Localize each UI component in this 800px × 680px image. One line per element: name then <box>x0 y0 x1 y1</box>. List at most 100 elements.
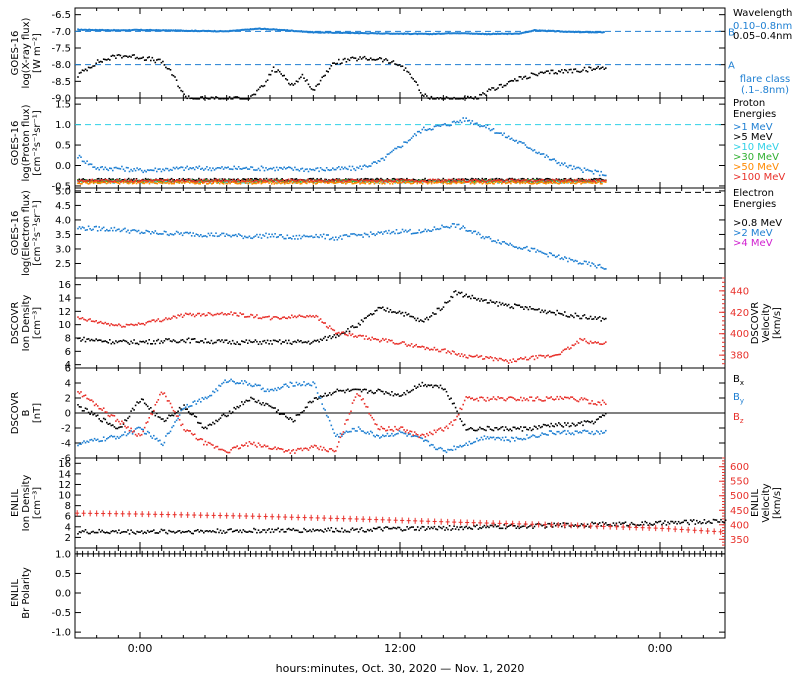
series-point-0.05–0.4nm <box>568 68 571 71</box>
series-point->2 MeV <box>353 233 355 235</box>
series-point->100 MeV <box>400 178 403 181</box>
series-point->30 MeV <box>337 179 339 181</box>
series-point-Bx <box>219 417 222 419</box>
series-point-Ion Density <box>265 342 267 344</box>
series-point-Ion Density <box>503 304 505 306</box>
series-point-Ion Density <box>234 343 237 345</box>
series-point-0.05–0.4nm <box>389 62 392 64</box>
series-point-Velocity <box>197 312 199 315</box>
series-point-0.05–0.4nm <box>432 98 434 100</box>
series-point-Bx <box>222 413 225 416</box>
series-point-Velocity <box>313 316 316 318</box>
series-point->50 MeV <box>126 182 129 185</box>
series-point->50 MeV <box>173 182 175 185</box>
series-point->1 MeV <box>222 168 225 170</box>
series-point->1 MeV <box>382 157 384 160</box>
series-point->30 MeV <box>402 179 404 182</box>
series-point->50 MeV <box>553 180 555 183</box>
series-point->2 MeV <box>245 236 248 239</box>
series-point-Bx <box>263 404 266 407</box>
series-point->1 MeV <box>245 166 248 169</box>
series-point->50 MeV <box>343 181 346 183</box>
series-point-Ion Density <box>523 308 525 310</box>
series-point->1 MeV <box>221 166 223 168</box>
series-point->100 MeV <box>139 180 142 182</box>
series-point->1 MeV <box>468 119 471 122</box>
series-point->100 MeV <box>273 180 276 183</box>
series-point->5 MeV <box>590 178 593 181</box>
series-point->50 MeV <box>87 183 90 185</box>
series-point->100 MeV <box>217 178 220 181</box>
series-point->2 MeV <box>564 256 566 258</box>
series-point->100 MeV <box>161 180 164 182</box>
series-point->10 MeV <box>558 181 560 184</box>
series-point->50 MeV <box>165 182 168 184</box>
series-point->50 MeV <box>521 182 524 184</box>
series-point-0.05–0.4nm <box>423 95 425 97</box>
series-point-Bx <box>291 418 293 421</box>
series-point-Ion Density <box>457 291 460 294</box>
series-point-By <box>426 439 428 442</box>
series-point-By <box>574 430 577 432</box>
series-point->100 MeV <box>436 180 438 183</box>
series-point-Velocity <box>233 312 235 314</box>
series-point->1 MeV <box>313 169 316 172</box>
series-point-Ion Density <box>492 301 495 303</box>
series-point-Ion Density <box>134 342 137 345</box>
series-point->30 MeV <box>135 180 138 182</box>
series-point->50 MeV <box>312 182 315 185</box>
series-point-Bx <box>172 414 175 417</box>
series-point-Velocity <box>140 322 143 325</box>
series-point-Velocity <box>291 314 293 317</box>
series-point-Velocity <box>550 355 552 358</box>
series-point-Velocity <box>339 333 342 335</box>
series-point-By <box>598 433 601 435</box>
series-point->100 MeV <box>118 180 121 183</box>
series-point-Bx <box>218 418 220 421</box>
series-point-0.05–0.4nm <box>369 57 372 59</box>
series-point->2 MeV <box>253 236 255 238</box>
series-point-0.05–0.4nm <box>567 71 569 74</box>
series-point-Velocity <box>285 317 287 319</box>
series-point-0.05–0.4nm <box>467 95 469 98</box>
series-point->100 MeV <box>507 179 510 182</box>
series-point-Bx <box>134 404 137 407</box>
series-point->1 MeV <box>278 166 281 169</box>
series-point-0.05–0.4nm <box>231 98 234 100</box>
series-point->2 MeV <box>318 236 320 239</box>
series-point->2 MeV <box>222 232 225 235</box>
series-point->1 MeV <box>110 167 113 170</box>
series-point->50 MeV <box>380 181 382 183</box>
series-point-Ion Density <box>482 300 484 302</box>
series-point->30 MeV <box>105 180 108 182</box>
series-point->10 MeV <box>463 182 465 184</box>
series-point->5 MeV <box>309 177 312 180</box>
series-point-By <box>212 390 214 393</box>
series-point->30 MeV <box>270 180 273 183</box>
series-point-Bx <box>260 403 263 406</box>
series-point->100 MeV <box>530 178 533 181</box>
series-point-By <box>463 444 466 446</box>
series-point->50 MeV <box>510 182 512 185</box>
series-point->2 MeV <box>374 234 376 237</box>
series-point-Bx <box>492 429 495 432</box>
series-point->100 MeV <box>486 180 489 182</box>
series-point->100 MeV <box>77 179 79 182</box>
series-point->50 MeV <box>315 183 317 185</box>
series-point-0.05–0.4nm <box>101 61 103 63</box>
series-point-Bx <box>146 405 149 408</box>
series-point->50 MeV <box>446 182 448 185</box>
series-point-By <box>485 437 487 440</box>
series-point-Bx <box>113 426 116 428</box>
series-point->100 MeV <box>274 178 277 181</box>
series-point-By <box>573 433 575 436</box>
series-point-By <box>112 435 114 438</box>
series-point->100 MeV <box>82 180 84 182</box>
series-point->50 MeV <box>142 182 144 185</box>
series-point-0.05–0.4nm <box>83 69 85 72</box>
series-point->5 MeV <box>160 178 162 180</box>
legend-title: Energies <box>733 109 776 120</box>
series-point-Ion Density <box>110 342 113 345</box>
series-point-Ion Density <box>474 297 477 300</box>
series-point-Ion Density <box>562 314 565 316</box>
